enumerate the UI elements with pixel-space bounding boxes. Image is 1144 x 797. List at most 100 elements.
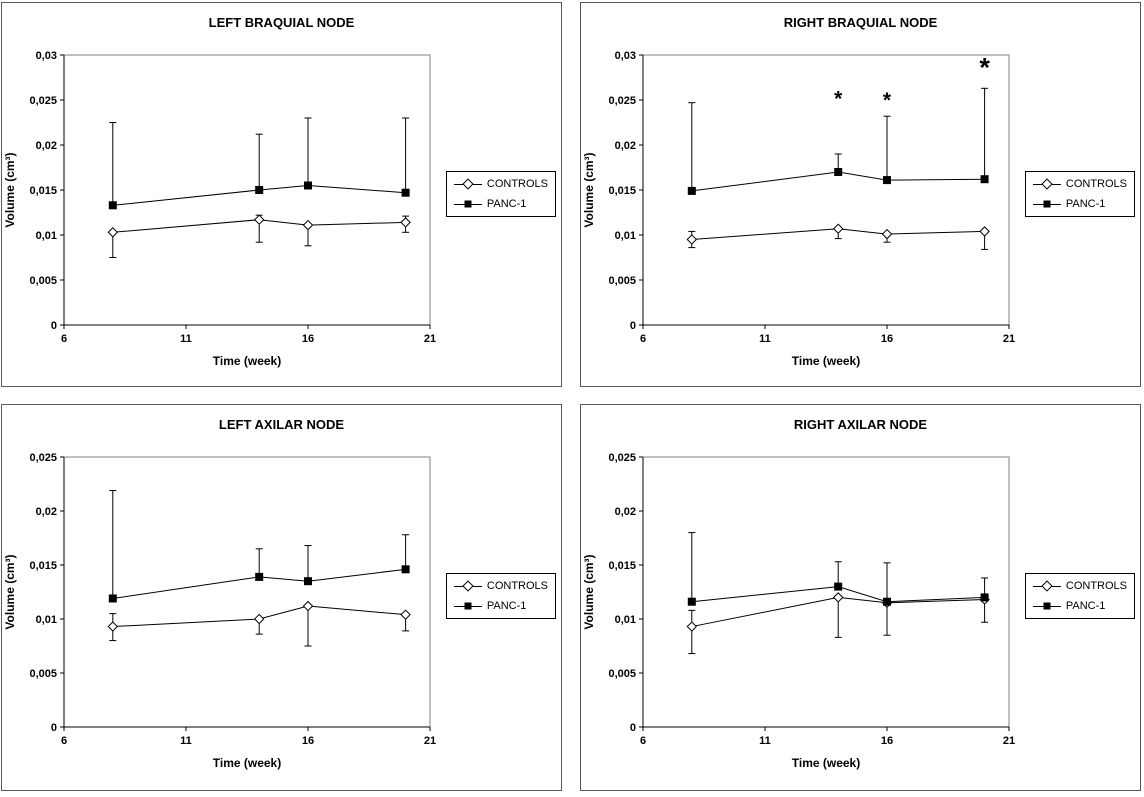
legend-item-panc1: PANC-1 xyxy=(453,198,548,210)
x-tick-label: 11 xyxy=(180,333,192,345)
series-line-panc-1 xyxy=(112,568,406,599)
diamond-marker-icon xyxy=(302,600,314,612)
x-tick-label: 16 xyxy=(881,735,893,747)
y-axis-title: Volume (cm³) xyxy=(3,554,17,629)
legend-label: CONTROLS xyxy=(1065,178,1127,190)
x-tick-label: 21 xyxy=(424,735,436,747)
significance-asterisk: * xyxy=(883,89,892,112)
legend-label: PANC-1 xyxy=(1065,198,1106,210)
plot-border xyxy=(642,456,1010,728)
y-axis-title: Volume (cm³) xyxy=(3,152,17,227)
y-tick-label: 0,015 xyxy=(608,560,636,572)
square-marker-icon xyxy=(304,181,312,190)
diamond-marker-icon xyxy=(881,228,893,240)
square-marker-icon xyxy=(108,594,117,603)
legend-label: CONTROLS xyxy=(1065,580,1127,592)
chart-title: LEFT BRAQUIAL NODE xyxy=(208,15,355,30)
y-tick-label: 0,015 xyxy=(29,185,57,197)
square-marker-icon xyxy=(1032,601,1061,612)
y-tick-label: 0,03 xyxy=(36,50,57,62)
y-tick-label: 0,01 xyxy=(615,230,636,242)
diamond-marker-icon xyxy=(1032,178,1061,190)
y-tick-label: 0 xyxy=(51,320,57,332)
legend-item-panc1: PANC-1 xyxy=(1032,600,1127,612)
square-marker-icon xyxy=(453,199,482,210)
x-axis-title: Time (week) xyxy=(792,756,860,770)
y-tick-label: 0,025 xyxy=(608,95,636,107)
chart-panel-right-axilar: RIGHT AXILAR NODE 0 0,005 0,01 0,015 0,02 0,0… xyxy=(580,404,1141,791)
square-marker-icon xyxy=(980,593,989,602)
y-tick-label: 0,005 xyxy=(29,275,57,287)
diamond-marker-icon xyxy=(1032,580,1061,592)
square-marker-icon xyxy=(687,186,696,195)
diamond-marker-icon xyxy=(832,223,844,234)
chart-title: LEFT AXILAR NODE xyxy=(218,417,345,432)
square-marker-icon xyxy=(304,577,312,586)
x-tick-label: 6 xyxy=(61,333,67,345)
x-tick-label: 21 xyxy=(424,333,436,345)
legend: CONTROLS PANC-1 xyxy=(1024,573,1135,619)
x-tick-label: 6 xyxy=(640,333,646,345)
y-tick-label: 0,005 xyxy=(608,668,636,680)
legend-item-controls: CONTROLS xyxy=(453,178,548,190)
chart-panel-left-axilar: LEFT AXILAR NODE 0 0,005 0,01 0,015 0,02 0,02… xyxy=(1,404,562,791)
legend-label: CONTROLS xyxy=(486,580,548,592)
diamond-marker-icon xyxy=(979,226,990,237)
y-tick-label: 0,025 xyxy=(608,452,636,464)
plot-area: 0 0,005 0,01 0,015 0,02 0,025 0,03 6 11 16 21 Time … xyxy=(582,50,1015,368)
legend-label: PANC-1 xyxy=(486,198,527,210)
y-tick-label: 0,02 xyxy=(36,140,57,152)
plot-area: 0 0,005 0,01 0,015 0,02 0,025 6 11 16 21 Time (wee… xyxy=(582,452,1015,770)
y-axis-title: Volume (cm³) xyxy=(582,152,596,227)
y-tick-label: 0,02 xyxy=(36,506,57,518)
square-marker-icon xyxy=(255,572,264,581)
diamond-marker-icon xyxy=(453,580,482,592)
diamond-marker-icon xyxy=(686,234,698,245)
diamond-marker-icon xyxy=(253,214,265,225)
significance-asterisk: * xyxy=(834,87,843,110)
square-marker-icon xyxy=(1032,199,1061,210)
y-tick-label: 0,02 xyxy=(615,506,636,518)
y-tick-label: 0 xyxy=(51,722,57,734)
legend-item-panc1: PANC-1 xyxy=(453,600,548,612)
y-tick-label: 0,03 xyxy=(615,50,636,62)
chart-panel-left-braquial: LEFT BRAQUIAL NODE 0 0,005 0,01 0,015 0,02 0,… xyxy=(1,2,562,387)
diamond-marker-icon xyxy=(686,621,698,632)
chart-title: RIGHT BRAQUIAL NODE xyxy=(783,15,938,30)
x-tick-label: 16 xyxy=(302,735,314,747)
square-marker-icon xyxy=(108,201,117,210)
y-tick-label: 0,015 xyxy=(29,560,57,572)
y-tick-label: 0,01 xyxy=(36,230,57,242)
y-tick-label: 0 xyxy=(630,320,636,332)
y-tick-label: 0,01 xyxy=(36,614,57,626)
square-marker-icon xyxy=(687,597,696,606)
y-tick-label: 0,01 xyxy=(615,614,636,626)
chart-panel-right-braquial: RIGHT BRAQUIAL NODE 0 0,005 0,01 0,015 0,02 0… xyxy=(580,2,1141,387)
square-marker-icon xyxy=(453,601,482,612)
legend-label: CONTROLS xyxy=(486,178,548,190)
series-line-panc-1 xyxy=(112,184,406,206)
y-axis-title: Volume (cm³) xyxy=(582,554,596,629)
x-axis-title: Time (week) xyxy=(792,354,860,368)
y-tick-label: 0,005 xyxy=(608,275,636,287)
x-axis-title: Time (week) xyxy=(213,756,281,770)
diamond-marker-icon xyxy=(400,609,411,620)
x-tick-label: 21 xyxy=(1003,333,1015,345)
legend-item-controls: CONTROLS xyxy=(1032,580,1127,592)
legend-item-panc1: PANC-1 xyxy=(1032,198,1127,210)
diamond-marker-icon xyxy=(400,217,411,228)
y-tick-label: 0,005 xyxy=(29,668,57,680)
series-line-controls xyxy=(112,605,406,628)
y-tick-label: 0 xyxy=(630,722,636,734)
diamond-marker-icon xyxy=(107,621,119,632)
chart-title: RIGHT AXILAR NODE xyxy=(793,417,928,432)
series-line-panc-1 xyxy=(691,586,985,603)
diamond-marker-icon xyxy=(302,219,314,231)
series-line-controls xyxy=(691,228,985,240)
diamond-marker-icon xyxy=(107,227,119,238)
significance-asterisk: * xyxy=(979,53,990,83)
x-tick-label: 11 xyxy=(759,735,771,747)
diamond-marker-icon xyxy=(832,592,844,603)
square-marker-icon xyxy=(883,176,891,185)
